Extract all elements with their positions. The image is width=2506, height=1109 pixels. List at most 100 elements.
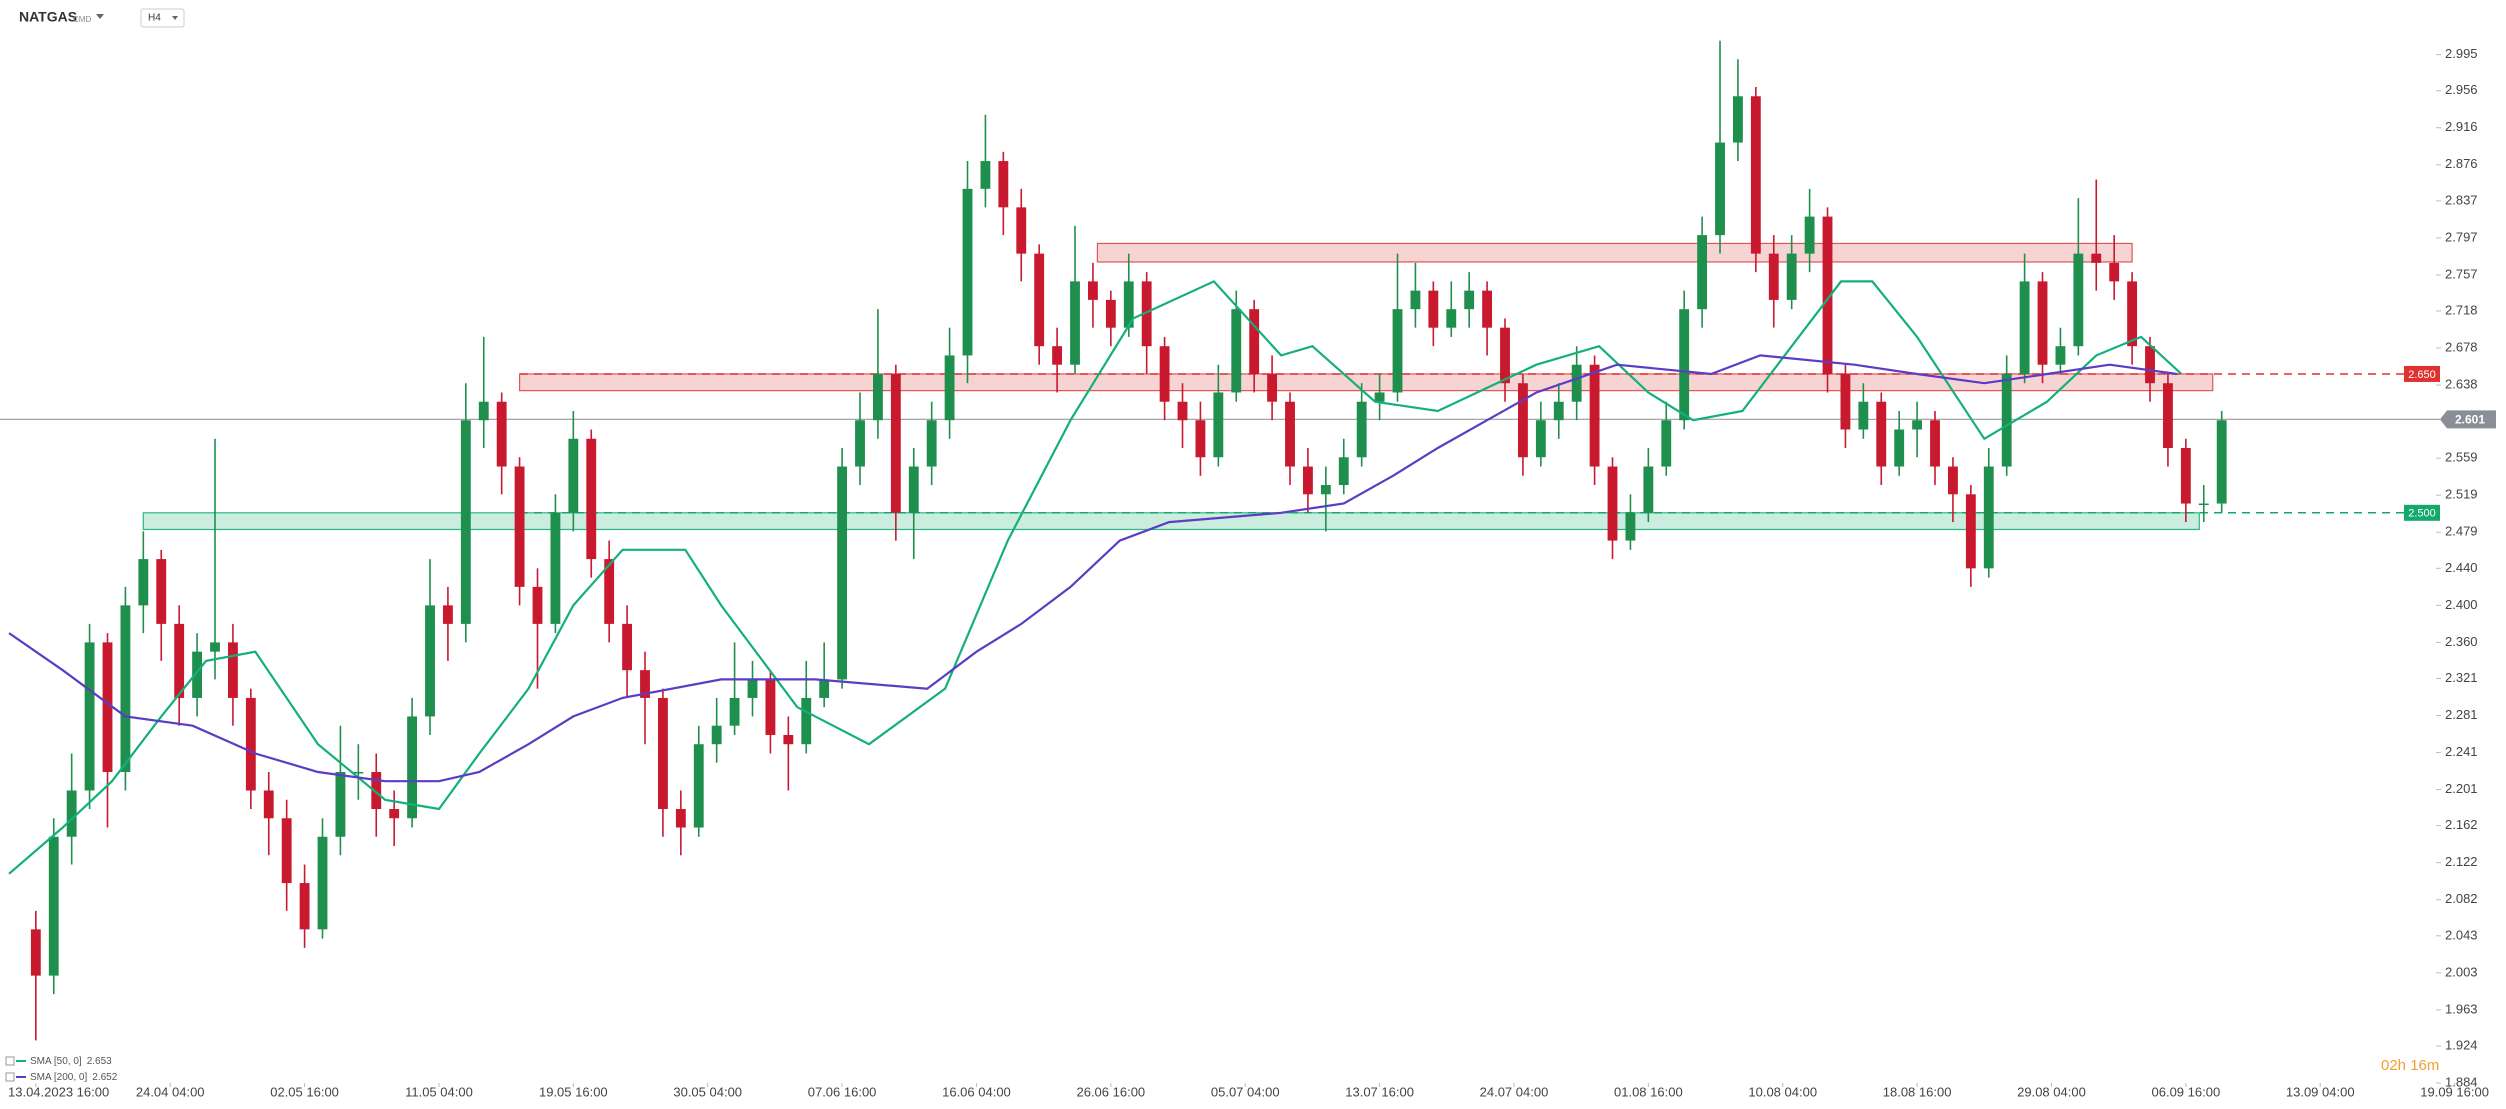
y-tick-label: 2.757 [2445, 266, 2478, 281]
x-tick-label: 05.07 04:00 [1211, 1084, 1280, 1099]
candle-body [2109, 262, 2120, 282]
candle-body [1141, 281, 1152, 347]
current-price-label: 2.601 [2455, 412, 2485, 426]
y-tick-label: 2.638 [2445, 377, 2478, 392]
candle-body [890, 373, 901, 513]
candle-body [2091, 253, 2102, 263]
legend-value: 2.652 [92, 1072, 117, 1083]
y-tick-label: 2.201 [2445, 781, 2478, 796]
candle-body [1159, 346, 1170, 402]
candle-body [1231, 309, 1242, 393]
candle-body [1643, 466, 1654, 513]
candle-body [980, 161, 991, 189]
x-tick-label: 13.07 16:00 [1345, 1084, 1414, 1099]
candle-body [1625, 512, 1636, 541]
candle-body [389, 809, 400, 819]
y-tick-label: 2.241 [2445, 744, 2478, 759]
candle-body [425, 605, 435, 717]
y-tick-label: 2.321 [2445, 670, 2478, 685]
candle-body [819, 679, 830, 698]
candle-body [2055, 346, 2066, 365]
x-tick-label: 13.09 04:00 [2286, 1084, 2355, 1099]
candle-body [1840, 373, 1851, 430]
sma-line [8, 280, 2183, 875]
level-label-box [2404, 365, 2440, 382]
sma-line [8, 354, 2178, 783]
x-tick-label: 11.05 04:00 [405, 1084, 473, 1099]
candle-body [837, 466, 848, 680]
y-tick-label: 2.876 [2445, 156, 2478, 171]
x-tick-label: 16.06 04:00 [942, 1084, 1011, 1099]
candle-body [657, 697, 668, 810]
candle-body [2216, 420, 2227, 504]
candle-body [765, 679, 776, 735]
candle-body [1930, 420, 1940, 467]
candles [30, 40, 2227, 1041]
x-tick-label: 29.08 04:00 [2017, 1084, 2086, 1099]
candle-body [1392, 309, 1403, 393]
candle-body [550, 512, 561, 624]
candle-body [1446, 309, 1457, 328]
symbol-dropdown[interactable] [96, 14, 104, 19]
candle-body [1249, 309, 1260, 374]
candle-body [120, 605, 131, 772]
candle-body [335, 771, 346, 837]
candle-body [801, 697, 812, 745]
candle-body [711, 725, 722, 745]
candle-body [640, 670, 650, 698]
timeframe-dropdown [172, 16, 178, 20]
level-label: 2.500 [2408, 508, 2436, 520]
candle-body [1983, 466, 1994, 569]
timeframe: H4 [148, 13, 161, 24]
candle-body [1034, 253, 1045, 347]
candle-body [227, 642, 238, 698]
candle-body [263, 790, 274, 819]
candle-body [48, 836, 59, 976]
timeframe-box[interactable] [140, 8, 185, 28]
y-tick-label: 2.043 [2445, 927, 2478, 942]
candle-body [1679, 309, 1690, 421]
candle-body [2198, 503, 2209, 506]
candle-body [1374, 392, 1385, 402]
candle-body [353, 771, 364, 774]
x-tick-label: 19.09 16:00 [2420, 1084, 2489, 1099]
candle-body [944, 355, 955, 421]
candle-body [622, 623, 633, 671]
x-tick-label: 24.07 04:00 [1480, 1084, 1549, 1099]
candle-body [1356, 401, 1367, 458]
candle-body [478, 401, 489, 421]
candle-body [1535, 420, 1546, 458]
candle-body [30, 929, 41, 976]
y-tick-label: 2.559 [2445, 450, 2478, 465]
candle-body [1786, 253, 1797, 300]
candle-body [210, 642, 220, 652]
candle-body [1607, 466, 1618, 541]
symbol: NATGAS [19, 9, 77, 25]
candle-body [1016, 207, 1027, 254]
y-tick-label: 1.963 [2445, 1001, 2478, 1016]
y-tick-label: 2.837 [2445, 192, 2478, 207]
y-tick-label: 1.884 [2445, 1074, 2478, 1089]
candle-body [855, 420, 865, 467]
candle-body [317, 836, 328, 930]
x-tick-label: 06.09 16:00 [2152, 1084, 2221, 1099]
y-tick-label: 2.003 [2445, 964, 2478, 979]
candle-body [926, 420, 937, 467]
y-tick-label: 2.995 [2445, 46, 2478, 61]
x-tick-label: 01.08 16:00 [1614, 1084, 1683, 1099]
candle-body [1285, 401, 1295, 467]
candle-body [1320, 485, 1331, 495]
x-tick-label: 24.04 04:00 [136, 1084, 205, 1099]
candle-body [747, 679, 758, 698]
candle-body [156, 559, 167, 624]
y-tick-label: 2.400 [2445, 597, 2478, 612]
candle-body [1482, 290, 1493, 328]
plot-layer: 2.650 2.500 2.995 2.956 2.916 2.876 2.837 2.797… [0, 40, 2489, 1099]
candle-body [1715, 142, 1725, 236]
candle-body [1123, 281, 1134, 328]
candle-body [174, 623, 185, 698]
candle-body [1410, 290, 1421, 310]
y-tick-label: 2.162 [2445, 817, 2478, 832]
y-tick-label: 2.916 [2445, 119, 2478, 134]
candle-body [1589, 364, 1600, 467]
